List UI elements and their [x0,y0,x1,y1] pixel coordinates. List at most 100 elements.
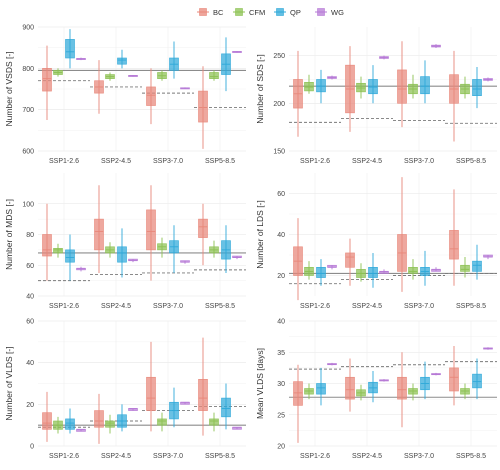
box-bc [42,45,52,120]
y-tick-label: 100 [22,201,34,208]
box-body [316,266,326,278]
y-tick-label: 20 [26,402,34,409]
x-tick-label: SSP5-8.5 [205,453,235,460]
box-body [316,79,326,93]
x-tick-label: SSP5-8.5 [205,303,235,310]
box-wg [76,266,86,272]
box-cfm [53,416,63,434]
x-tick-label: SSP3-7.0 [404,158,434,165]
box-body [198,90,208,123]
box-body [368,266,378,278]
y-tick-label: 40 [277,232,285,239]
box-qp [316,69,326,104]
box-wg [180,87,190,90]
y-axis-label: Number of VSDS [-] [4,51,14,126]
box-cfm [209,70,219,81]
x-tick-label: SSP1-2.6 [49,453,79,460]
x-tick-label: SSP3-7.0 [404,303,434,310]
box-body [146,376,156,411]
y-tick-label: 20 [277,444,285,451]
box-cfm [304,74,314,94]
box-body [397,69,407,104]
box-qp [472,67,482,109]
x-tick-label: SSP3-7.0 [153,453,183,460]
box-qp [316,367,326,406]
y-tick-label: 40 [26,294,34,301]
box-body [53,248,63,254]
box-body [420,76,430,95]
box-cfm [460,257,470,278]
box-body [157,418,167,426]
box-bc [449,189,459,286]
box-bc [146,185,156,281]
legend-label-qp: QP [290,8,301,17]
box-qp [169,41,179,79]
x-tick-label: SSP1-2.6 [49,303,79,310]
box-bc [94,185,104,273]
box-body [65,249,75,263]
y-tick-label: 25 [277,412,285,419]
x-tick-label: SSP1-2.6 [49,158,79,165]
box-wg [431,372,441,376]
box-wg [483,347,493,350]
box-cfm [53,243,63,258]
box-body [460,264,470,272]
box-wg [379,379,389,382]
x-tick-label: SSP1-2.6 [300,158,330,165]
gridlines [289,27,497,152]
box-wg [483,254,493,260]
y-tick-label: 80 [26,232,34,239]
y-axis-label: Number of MDS [-] [4,199,14,270]
x-tick-label: SSP2-4.5 [352,453,382,460]
box-cfm [356,384,366,401]
y-tick-label: 40 [277,319,285,326]
box-qp [420,250,430,286]
box-body [472,373,482,389]
legend-entry-qp: QP [274,8,301,17]
box-body [209,418,219,426]
box-bc [198,66,208,149]
box-body [472,260,482,272]
box-bc [42,391,52,442]
x-tick-label: SSP2-4.5 [352,303,382,310]
box-bc [94,393,104,444]
box-cfm [304,261,314,280]
box-cfm [460,76,470,99]
box-body [304,82,314,92]
chart-panel-4: 20 40 60 SSP1-2.6 SSP2-4.5 SSP3-7.0 SSP5-8.5 Nu… [255,173,497,310]
x-tick-label: SSP2-4.5 [101,158,131,165]
box-wg [431,267,441,272]
box-qp [169,387,179,428]
y-tick-label: 150 [273,149,285,156]
box-cfm [408,74,418,99]
box-cfm [408,259,418,280]
box-body [209,72,219,79]
y-tick-label: 200 [273,101,285,108]
box-qp [117,228,127,278]
box-bc [449,50,459,142]
box-bc [198,337,208,436]
box-qp [420,361,430,400]
box-bc [449,346,459,406]
box-bc [293,364,303,443]
x-tick-label: SSP2-4.5 [101,453,131,460]
x-tick-label: SSP1-2.6 [300,453,330,460]
box-qp [221,225,231,273]
box-bc [345,358,355,412]
box-wg [232,426,242,430]
y-tick-label: 30 [277,381,285,388]
box-qp [169,225,179,273]
box-wg [128,258,138,263]
box-body [117,246,127,263]
x-tick-label: SSP1-2.6 [300,303,330,310]
box-cfm [105,414,115,434]
y-tick-label: 60 [277,191,285,198]
box-wg [232,255,242,260]
y-tick-label: 600 [22,149,34,156]
legend-entry-bc: BC [197,8,224,17]
y-axis-label: Number of VLDS [-] [4,346,14,420]
box-cfm [408,383,418,401]
box-body [146,209,156,251]
box-wg [483,77,493,82]
